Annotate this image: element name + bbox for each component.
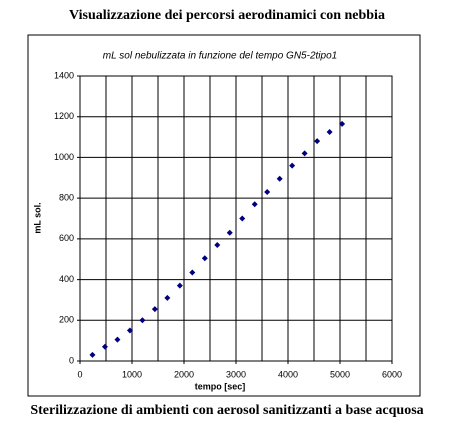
point: [114, 336, 121, 343]
x-tick-label: 0: [77, 369, 82, 379]
y-axis-label: mL sol.: [32, 202, 42, 233]
point: [314, 138, 321, 145]
x-axis-label: tempo [sec]: [195, 381, 246, 391]
point: [101, 343, 108, 350]
point: [251, 201, 258, 208]
point: [139, 317, 146, 324]
point: [239, 215, 246, 222]
y-tick-label: 1400: [54, 70, 74, 80]
y-tick-label: 1200: [54, 111, 74, 121]
page-title: Visualizzazione dei percorsi aerodinamic…: [69, 8, 385, 23]
point: [276, 175, 283, 182]
x-tick-label: 4000: [278, 369, 298, 379]
x-tick-label: 6000: [382, 369, 402, 379]
point: [164, 294, 171, 301]
point: [189, 269, 196, 276]
point: [301, 150, 308, 157]
chart-title: mL sol nebulizzata in funzione del tempo…: [103, 51, 337, 62]
y-tick-label: 400: [59, 274, 74, 284]
point: [201, 255, 208, 262]
point: [126, 327, 133, 334]
y-tick-label: 200: [59, 315, 74, 325]
point: [176, 282, 183, 289]
x-tick-label: 1000: [122, 369, 142, 379]
y-tick-label: 800: [59, 193, 74, 203]
y-tick-label: 0: [69, 355, 74, 365]
point: [226, 229, 233, 236]
point: [339, 120, 346, 127]
x-tick-label: 5000: [330, 369, 350, 379]
point: [326, 128, 333, 135]
point: [289, 162, 296, 169]
x-tick-label: 2000: [174, 369, 194, 379]
point: [214, 241, 221, 248]
point: [89, 351, 96, 358]
y-tick-label: 1000: [54, 152, 74, 162]
y-tick-label: 600: [59, 233, 74, 243]
x-tick-label: 3000: [226, 369, 246, 379]
point: [264, 189, 271, 196]
caption: Sterilizzazione di ambienti con aerosol …: [30, 403, 423, 418]
point: [151, 306, 158, 313]
